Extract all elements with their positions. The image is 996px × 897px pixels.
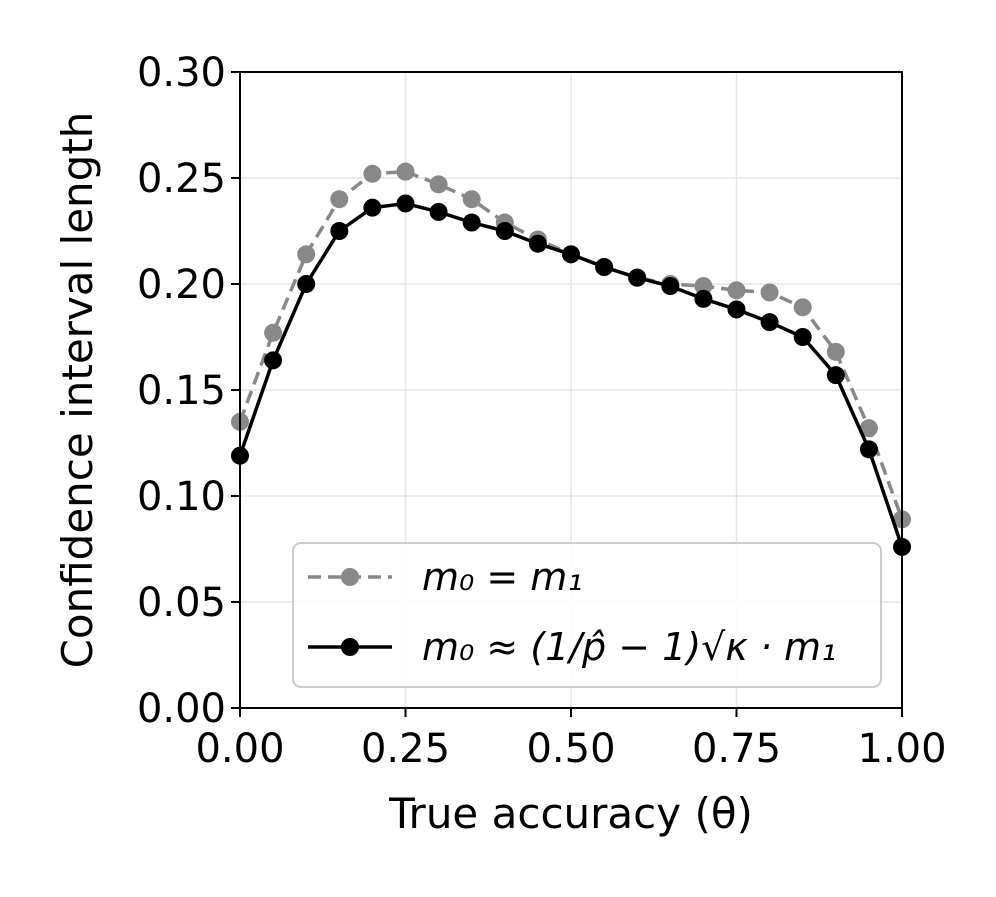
series-1-point <box>462 190 481 209</box>
series-2-point <box>462 213 481 232</box>
series-2-point <box>528 234 547 253</box>
y-axis-label: Confidence interval length <box>53 112 102 669</box>
legend-box <box>292 542 882 688</box>
legend: m₀ = m₁ m₀ ≈ (1/p̂ − 1)√κ · m₁ <box>292 542 882 688</box>
x-tick-label: 1.00 <box>857 726 946 772</box>
series-2-point <box>562 245 580 264</box>
series-2-point <box>694 289 713 308</box>
series-2-point <box>661 277 680 296</box>
series-2-point <box>859 440 878 459</box>
series-2-point <box>826 366 845 385</box>
series-2-point <box>264 351 283 370</box>
series-1-point <box>859 419 878 438</box>
legend-marker-series-1 <box>341 568 359 586</box>
series-2-point <box>495 222 514 240</box>
series-1-point <box>264 323 283 342</box>
x-tick-label: 0.50 <box>526 726 615 772</box>
legend-label-series-1: m₀ = m₁ <box>422 555 583 599</box>
grid-lines <box>239 71 903 709</box>
series-1-point <box>297 245 316 264</box>
series-2-point <box>429 202 448 221</box>
series-2-point <box>297 275 316 293</box>
series-1-point <box>363 164 382 183</box>
axis-ticks: 0.00 0.25 0.50 0.75 1.00 0.00 0.05 0.10 0.15 0.20… <box>137 50 947 772</box>
legend-marker-series-2 <box>341 638 359 656</box>
series-1-point <box>727 281 746 300</box>
y-tick-label: 0.30 <box>137 50 226 96</box>
series-1-point <box>694 277 713 296</box>
y-tick-label: 0.05 <box>137 580 226 626</box>
y-tick-label: 0.25 <box>137 156 226 202</box>
series-1-point <box>396 162 415 181</box>
x-axis-label: True accuracy (θ) <box>388 789 753 838</box>
x-tick-label: 0.25 <box>361 726 450 772</box>
series-2-point <box>793 328 812 346</box>
series-1-point <box>793 298 812 317</box>
series-1-point <box>330 190 349 209</box>
series-layer <box>231 162 911 556</box>
y-tick-label: 0.00 <box>137 686 226 732</box>
series-2-point <box>628 268 647 287</box>
series-2 <box>231 194 911 556</box>
x-tick-label: 0.75 <box>692 726 781 772</box>
y-tick-label: 0.20 <box>137 262 226 308</box>
y-tick-label: 0.15 <box>137 368 226 414</box>
series-2-point <box>363 198 382 217</box>
series-2-point <box>595 258 614 277</box>
series-1-point <box>826 342 845 361</box>
series-2-point <box>396 194 415 213</box>
series-1-point <box>429 175 448 194</box>
series-2-point <box>760 313 779 332</box>
y-tick-label: 0.10 <box>137 474 226 520</box>
legend-label-series-2: m₀ ≈ (1/p̂ − 1)√κ · m₁ <box>422 625 836 669</box>
series-2-point <box>727 300 746 319</box>
series-2-point <box>330 222 349 240</box>
series-1-point <box>760 283 779 302</box>
x-tick-label: 0.00 <box>195 726 284 772</box>
